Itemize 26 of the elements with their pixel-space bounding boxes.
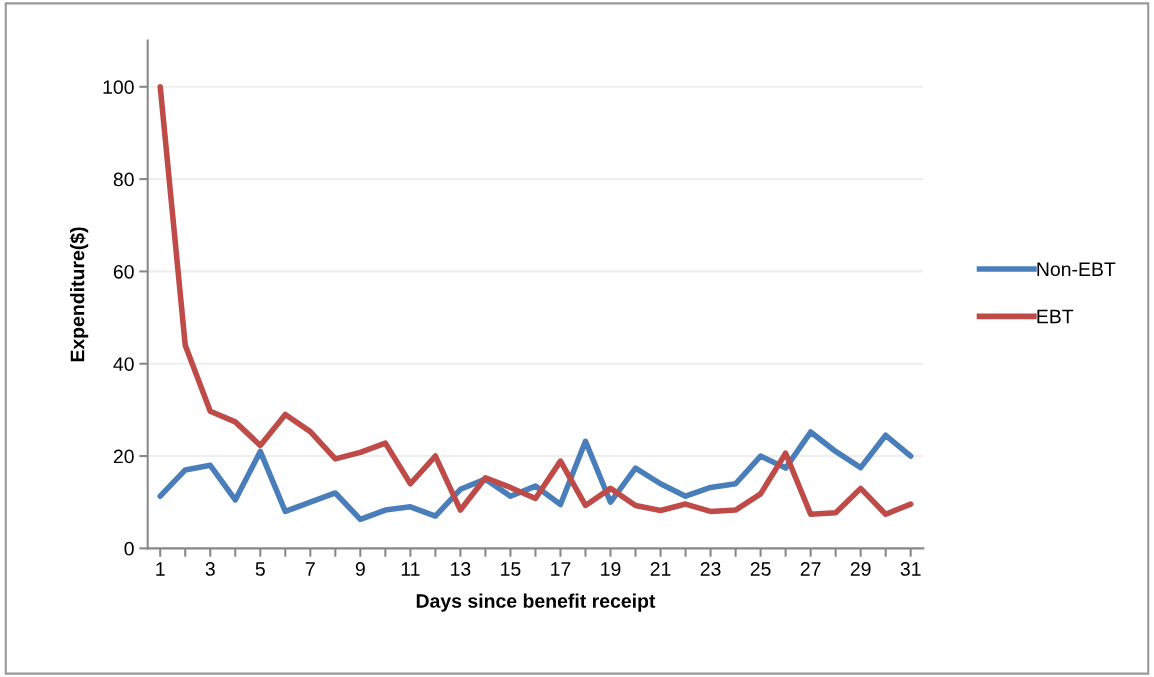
y-axis-title: Expenditure($)	[69, 227, 89, 362]
x-tick-label: 3	[205, 562, 215, 576]
x-tick-label: 23	[700, 562, 721, 576]
x-tick-label: 7	[305, 562, 315, 576]
y-tick-label: 80	[113, 172, 134, 187]
x-tick-label: 27	[800, 562, 821, 576]
x-tick-label: 25	[750, 562, 771, 576]
x-tick-label: 31	[900, 562, 921, 576]
y-tick-label: 0	[124, 541, 134, 556]
x-tick-label: 9	[355, 562, 365, 576]
x-tick-label: 11	[401, 562, 420, 576]
y-tick-label: 40	[113, 357, 134, 371]
x-tick-label: 1	[156, 562, 165, 576]
x-tick-label: 29	[850, 562, 871, 576]
x-tick-label: 13	[451, 562, 471, 576]
legend-label: EBT	[1037, 309, 1074, 324]
x-tick-label: 17	[551, 562, 571, 576]
x-tick-label: 21	[650, 562, 671, 576]
x-tick-label: 19	[601, 562, 621, 576]
legend-label: Non-EBT	[1037, 262, 1116, 277]
y-tick-label: 100	[103, 80, 134, 95]
y-tick-label: 20	[113, 449, 134, 464]
x-tick-label: 5	[255, 562, 265, 576]
y-tick-label: 60	[113, 264, 134, 279]
x-axis-title: Days since benefit receipt	[416, 593, 656, 612]
x-tick-label: 15	[501, 562, 521, 576]
